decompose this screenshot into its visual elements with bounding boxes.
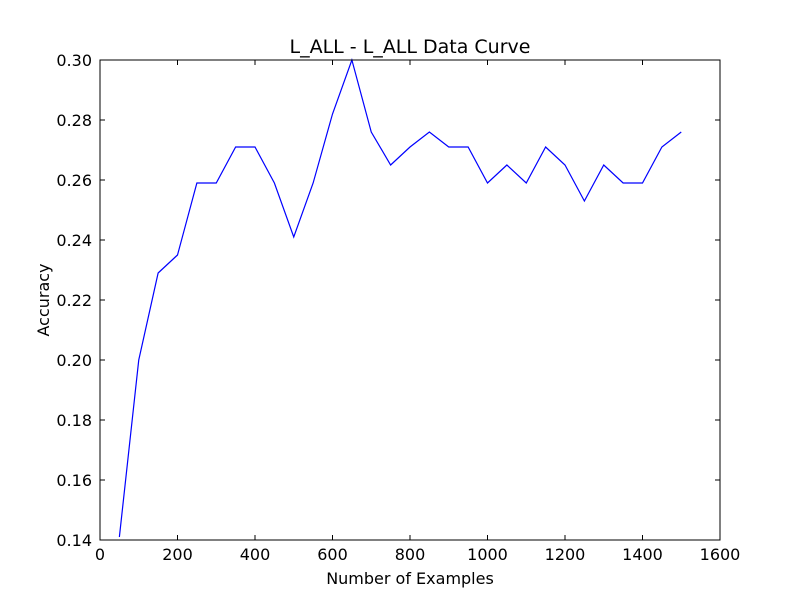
y-tick-label: 0.22: [56, 291, 92, 310]
chart-title: L_ALL - L_ALL Data Curve: [290, 36, 531, 58]
y-tick-label: 0.20: [56, 351, 92, 370]
x-tick-label: 200: [162, 545, 193, 564]
y-tick-label: 0.28: [56, 111, 92, 130]
x-tick-label: 400: [240, 545, 271, 564]
y-tick-label: 0.30: [56, 51, 92, 70]
x-tick-label: 1200: [545, 545, 586, 564]
y-tick-label: 0.14: [56, 531, 92, 550]
y-tick-label: 0.24: [56, 231, 92, 250]
y-axis-title: Accuracy: [34, 263, 53, 336]
x-tick-label: 0: [95, 545, 105, 564]
y-tick-label: 0.16: [56, 471, 92, 490]
x-tick-label: 1000: [467, 545, 508, 564]
y-tick-label: 0.26: [56, 171, 92, 190]
plot-area: 0 200 400 600 800 1000 1200 1400 1600 0.14 0.16 0.1…: [56, 51, 740, 564]
series-line-0: [118, 57, 682, 538]
y-tick-label: 0.18: [56, 411, 92, 430]
x-tick-label: 1400: [622, 545, 663, 564]
x-axis-title: Number of Examples: [326, 569, 494, 588]
x-tick-label: 800: [395, 545, 426, 564]
axes-frame: [99, 59, 721, 541]
x-tick-label: 1600: [700, 545, 741, 564]
x-tick-label: 600: [317, 545, 348, 564]
